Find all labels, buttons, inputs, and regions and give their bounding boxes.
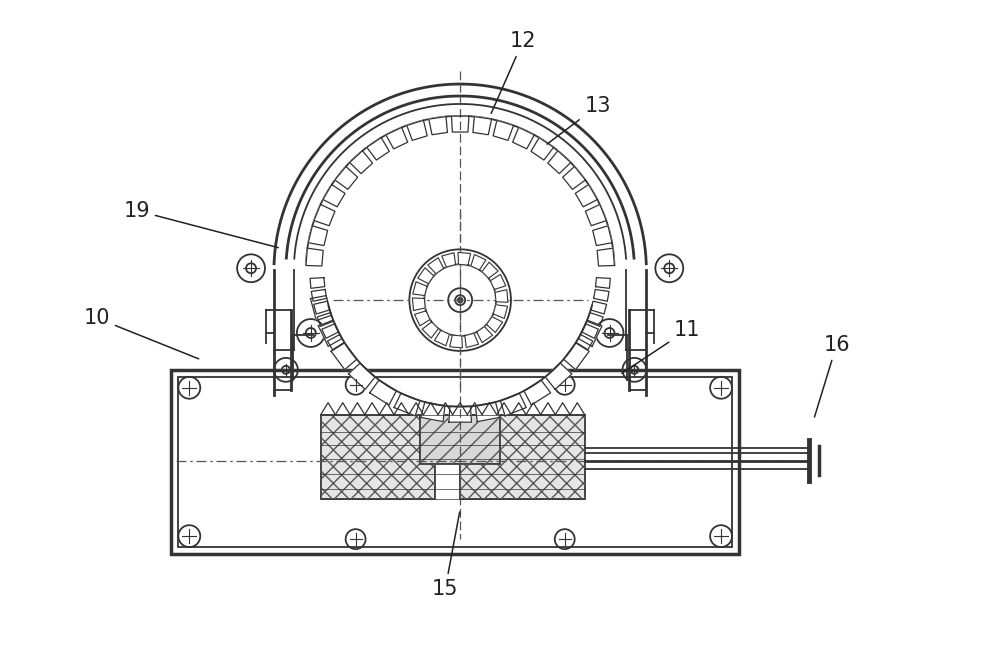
- Polygon shape: [490, 274, 506, 290]
- Bar: [420, 414, 500, 465]
- Polygon shape: [578, 320, 602, 346]
- Polygon shape: [548, 151, 571, 174]
- Polygon shape: [415, 311, 430, 326]
- Polygon shape: [394, 393, 420, 416]
- Polygon shape: [331, 343, 357, 369]
- Bar: [171, 370, 739, 554]
- Polygon shape: [493, 305, 508, 319]
- Bar: [178, 377, 732, 547]
- Text: 11: 11: [622, 320, 700, 373]
- Bar: [321, 414, 435, 499]
- Bar: [321, 414, 435, 499]
- Polygon shape: [465, 333, 479, 348]
- Polygon shape: [582, 324, 598, 338]
- Polygon shape: [593, 226, 612, 246]
- Polygon shape: [318, 320, 342, 346]
- Polygon shape: [317, 313, 334, 327]
- Text: 12: 12: [491, 31, 536, 114]
- Polygon shape: [308, 226, 328, 246]
- Polygon shape: [513, 128, 534, 149]
- Polygon shape: [310, 278, 325, 288]
- Text: 13: 13: [547, 96, 611, 144]
- Polygon shape: [429, 116, 447, 135]
- Polygon shape: [545, 363, 572, 389]
- Polygon shape: [531, 137, 554, 160]
- Text: 19: 19: [123, 200, 278, 248]
- Polygon shape: [367, 137, 389, 160]
- Polygon shape: [471, 254, 486, 270]
- Polygon shape: [493, 120, 514, 140]
- Polygon shape: [311, 290, 327, 301]
- Polygon shape: [350, 151, 373, 174]
- Polygon shape: [564, 343, 589, 369]
- Polygon shape: [370, 380, 396, 405]
- Polygon shape: [407, 120, 427, 140]
- Polygon shape: [386, 128, 408, 149]
- Bar: [460, 414, 585, 499]
- Circle shape: [458, 297, 463, 303]
- Polygon shape: [500, 393, 526, 416]
- Polygon shape: [458, 253, 471, 265]
- Polygon shape: [418, 268, 434, 284]
- Text: 15: 15: [432, 512, 460, 599]
- Polygon shape: [421, 402, 445, 422]
- Polygon shape: [451, 116, 469, 132]
- Polygon shape: [450, 335, 462, 348]
- Text: 16: 16: [814, 335, 850, 417]
- Bar: [420, 414, 500, 465]
- Polygon shape: [335, 167, 358, 189]
- Polygon shape: [587, 313, 603, 327]
- Polygon shape: [323, 184, 345, 207]
- Polygon shape: [576, 334, 593, 350]
- Polygon shape: [422, 322, 438, 338]
- Polygon shape: [310, 295, 331, 321]
- Polygon shape: [596, 278, 610, 288]
- Polygon shape: [306, 248, 323, 266]
- Polygon shape: [412, 298, 425, 311]
- Polygon shape: [482, 262, 498, 278]
- Text: 10: 10: [83, 308, 199, 359]
- Polygon shape: [428, 258, 444, 274]
- Polygon shape: [314, 204, 335, 225]
- Polygon shape: [442, 253, 456, 267]
- Polygon shape: [413, 282, 427, 295]
- Polygon shape: [477, 327, 493, 342]
- Polygon shape: [348, 363, 375, 389]
- Polygon shape: [473, 116, 492, 135]
- Polygon shape: [328, 334, 344, 350]
- Polygon shape: [322, 324, 339, 338]
- Polygon shape: [591, 301, 607, 314]
- Polygon shape: [563, 167, 585, 189]
- Polygon shape: [585, 204, 606, 225]
- Polygon shape: [314, 301, 330, 314]
- Polygon shape: [597, 248, 614, 266]
- Bar: [460, 414, 585, 499]
- Polygon shape: [575, 184, 597, 207]
- Polygon shape: [449, 407, 472, 422]
- Polygon shape: [487, 317, 503, 332]
- Polygon shape: [475, 402, 500, 422]
- Polygon shape: [434, 330, 449, 346]
- Polygon shape: [594, 290, 609, 301]
- Polygon shape: [524, 380, 551, 405]
- Polygon shape: [495, 290, 508, 302]
